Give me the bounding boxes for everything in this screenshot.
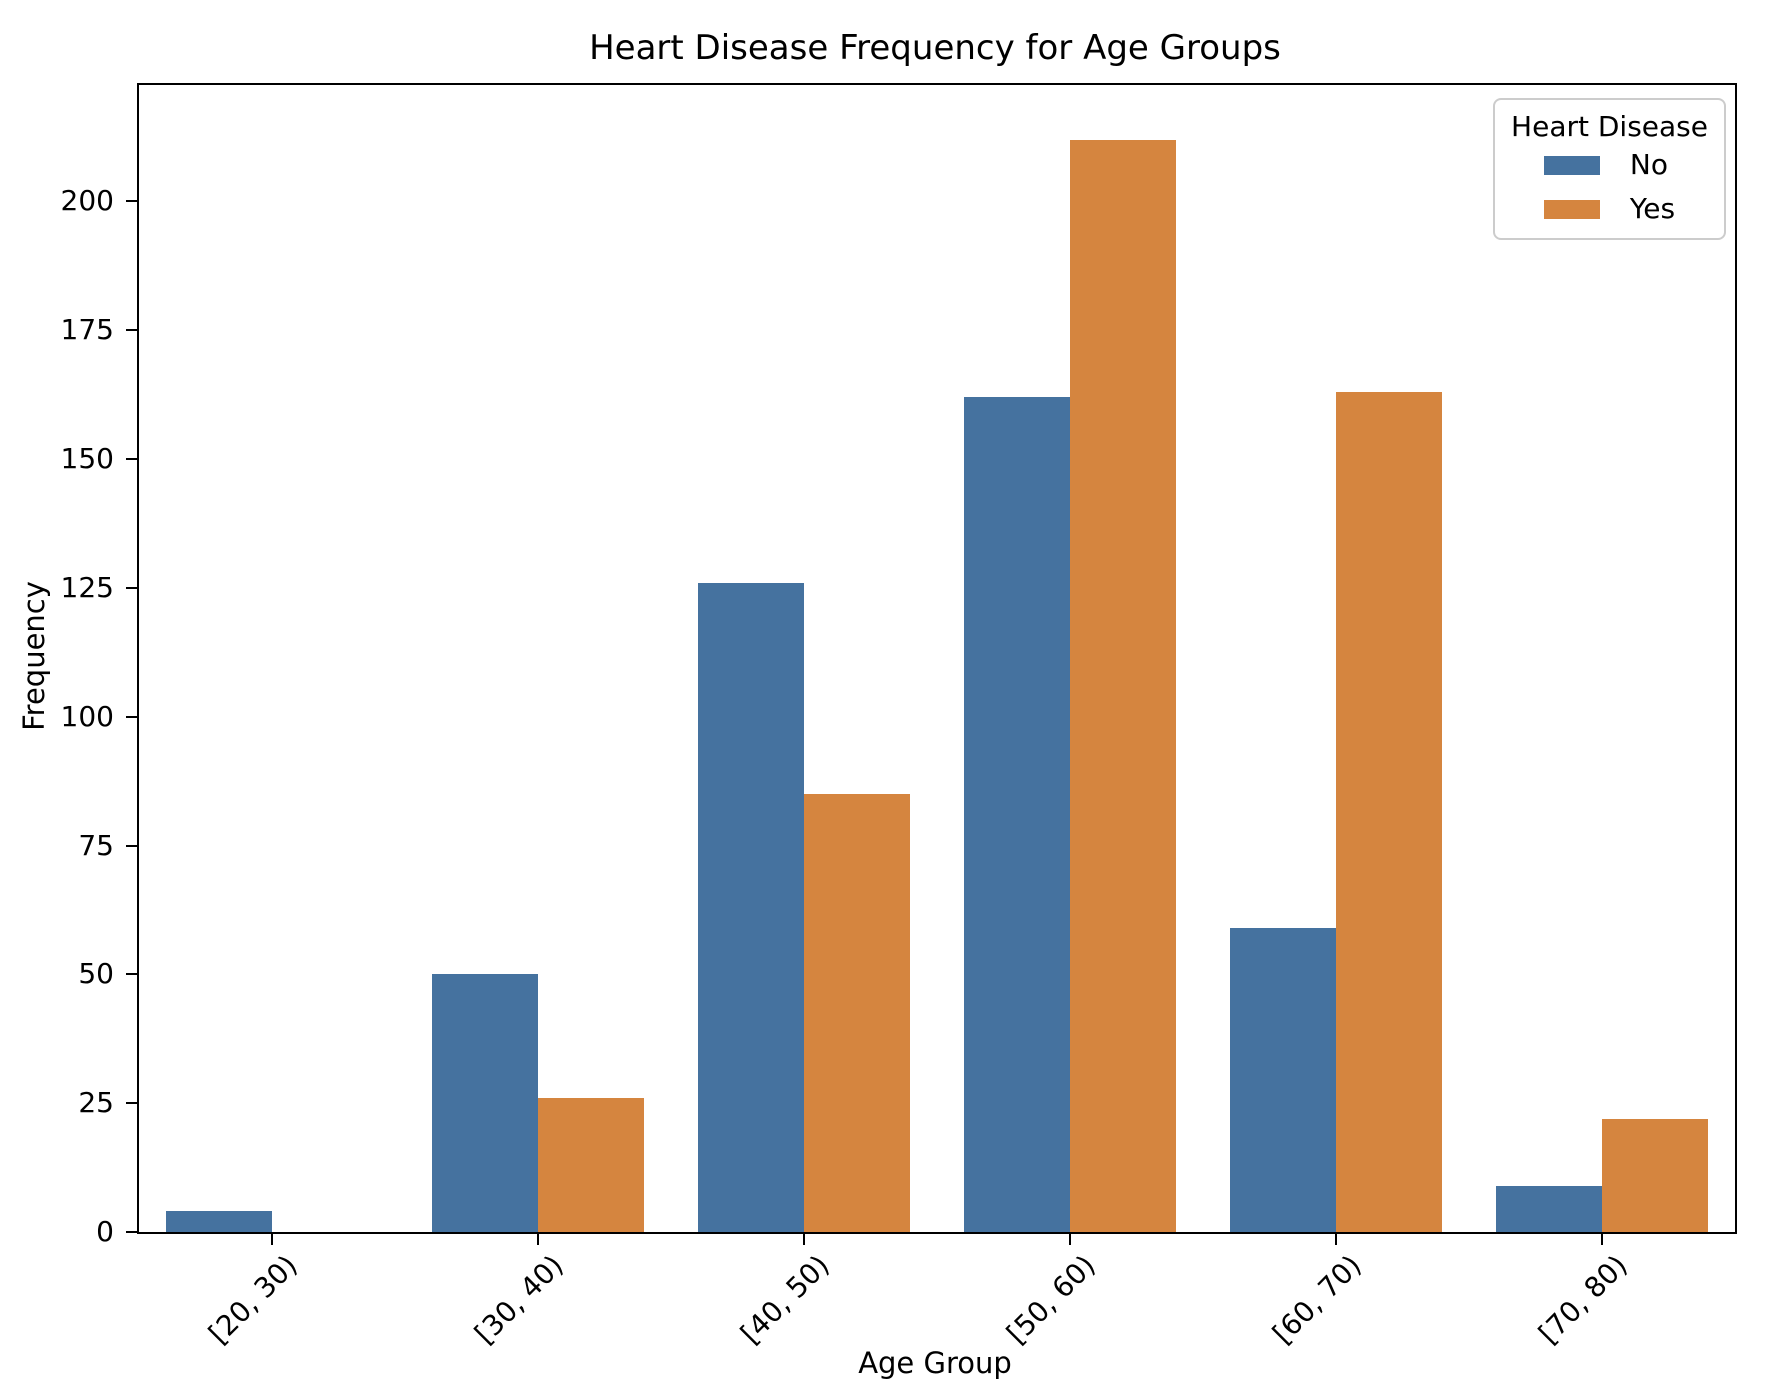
y-tick-label-100: 100 bbox=[60, 700, 114, 733]
x-tick-mark-6 bbox=[1601, 1234, 1603, 1245]
bars-layer bbox=[139, 85, 1735, 1232]
y-tick-mark-50 bbox=[126, 973, 137, 975]
x-axis-label: Age Group bbox=[858, 1346, 1012, 1380]
bar-yes-[30, 40) bbox=[538, 1098, 644, 1232]
x-tick-label-4: [50, 60) bbox=[1000, 1248, 1102, 1351]
bar-no-[30, 40) bbox=[432, 974, 538, 1232]
y-tick-mark-100 bbox=[126, 716, 137, 718]
legend-label-no: No bbox=[1629, 148, 1668, 181]
legend-swatch-yes bbox=[1543, 199, 1600, 219]
legend-swatch-no bbox=[1543, 155, 1600, 175]
y-tick-mark-175 bbox=[126, 329, 137, 331]
chart-title: Heart Disease Frequency for Age Groups bbox=[589, 28, 1281, 68]
x-tick-label-2: [30, 40) bbox=[468, 1248, 570, 1351]
bar-yes-[40, 50) bbox=[804, 794, 910, 1232]
y-tick-label-75: 75 bbox=[78, 829, 114, 862]
x-tick-mark-4 bbox=[1069, 1234, 1071, 1245]
y-tick-mark-200 bbox=[126, 200, 137, 202]
y-tick-label-0: 0 bbox=[96, 1215, 114, 1248]
bar-no-[40, 50) bbox=[698, 583, 804, 1232]
legend-label-yes: Yes bbox=[1629, 192, 1676, 225]
bar-no-[70, 80) bbox=[1496, 1186, 1602, 1232]
legend-items: No Yes bbox=[1543, 148, 1676, 225]
legend: Heart Disease No Yes bbox=[1493, 98, 1726, 240]
y-tick-mark-150 bbox=[126, 458, 137, 460]
bar-yes-[50, 60) bbox=[1070, 140, 1176, 1232]
x-tick-mark-2 bbox=[537, 1234, 539, 1245]
bar-no-[60, 70) bbox=[1230, 928, 1336, 1232]
legend-title: Heart Disease bbox=[1511, 110, 1708, 143]
y-tick-label-25: 25 bbox=[78, 1086, 114, 1119]
x-tick-label-6: [70, 80) bbox=[1532, 1248, 1634, 1351]
y-tick-mark-25 bbox=[126, 1102, 137, 1104]
bar-yes-[70, 80) bbox=[1602, 1119, 1708, 1232]
y-tick-label-125: 125 bbox=[60, 571, 114, 604]
plot-area: 0 25 50 75 100 125 150 175 200 [20, 30) [30, 40) [… bbox=[61, 83, 1737, 1350]
x-tick-label-5: [60, 70) bbox=[1266, 1248, 1368, 1351]
x-tick-label-1: [20, 30) bbox=[202, 1248, 304, 1351]
y-tick-mark-75 bbox=[126, 845, 137, 847]
y-tick-label-50: 50 bbox=[78, 957, 114, 990]
y-tick-mark-0 bbox=[126, 1231, 137, 1233]
y-tick-label-150: 150 bbox=[60, 442, 114, 475]
x-tick-label-3: [40, 50) bbox=[734, 1248, 836, 1351]
x-tick-mark-3 bbox=[803, 1234, 805, 1245]
x-tick-mark-5 bbox=[1335, 1234, 1337, 1245]
y-tick-mark-125 bbox=[126, 587, 137, 589]
y-tick-label-175: 175 bbox=[60, 313, 114, 346]
bar-yes-[60, 70) bbox=[1336, 392, 1442, 1232]
y-tick-label-200: 200 bbox=[60, 184, 114, 217]
bar-no-[50, 60) bbox=[964, 397, 1070, 1232]
x-tick-mark-1 bbox=[271, 1234, 273, 1245]
bar-no-[20, 30) bbox=[166, 1211, 272, 1232]
